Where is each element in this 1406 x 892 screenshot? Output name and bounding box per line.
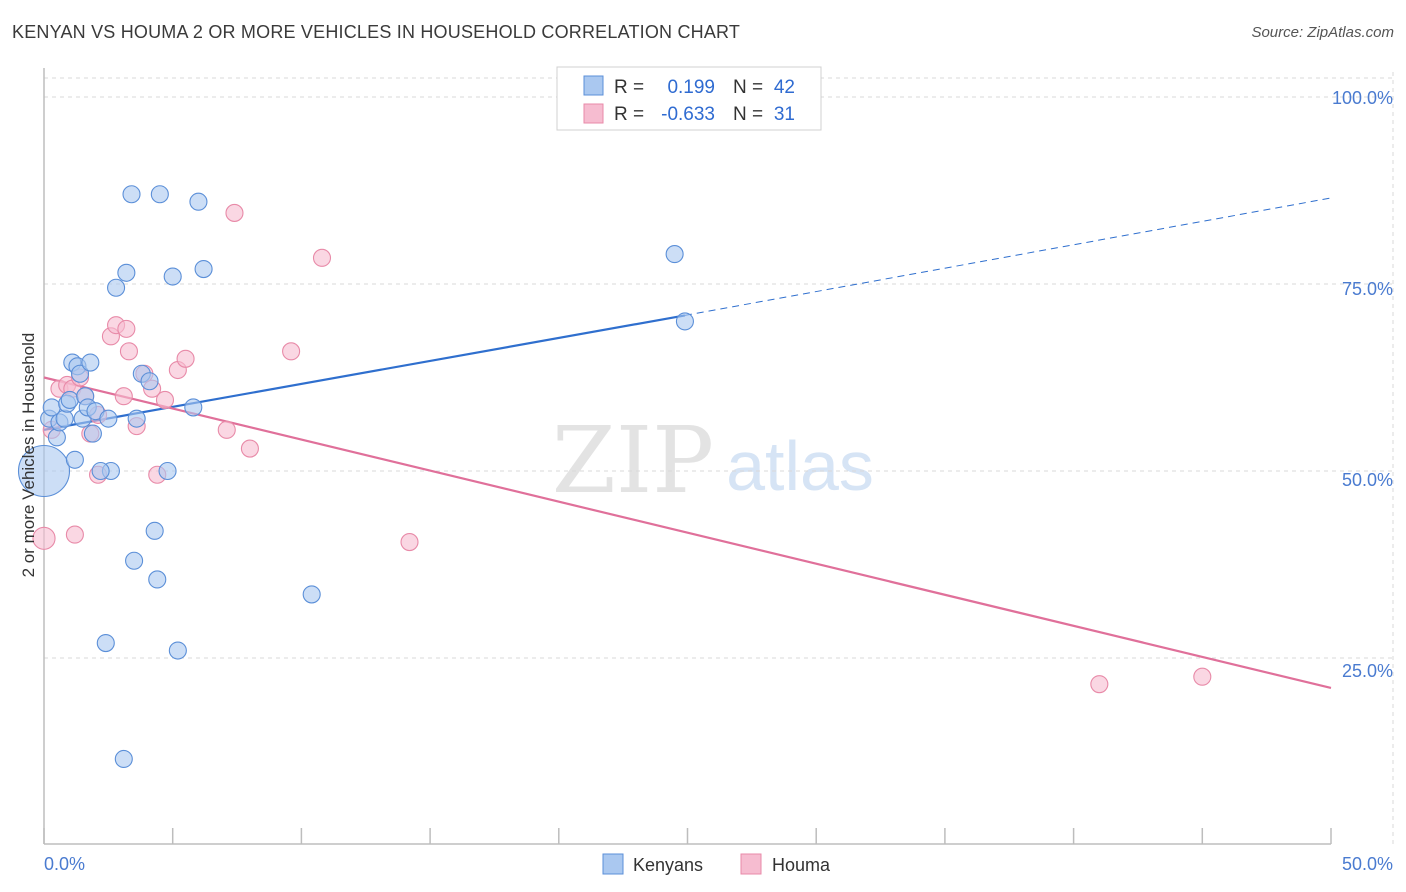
trend-lines [43,197,1332,689]
point-houma-30 [1193,667,1212,686]
point-kenyans-26 [145,521,164,540]
point-kenyans-23 [127,409,146,428]
point-houma-0 [32,526,56,550]
point-houma-29 [1090,675,1109,694]
point-houma-28 [400,533,419,552]
point-houma-23 [217,420,236,439]
watermark-atlas: atlas [726,427,874,505]
point-kenyans-7 [60,390,79,409]
point-houma-14 [117,319,136,338]
trend-line-houma [43,376,1332,689]
point-houma-27 [312,248,332,267]
point-houma-24 [225,203,244,222]
trend-line-kenyans [43,314,686,431]
scatter-points [17,185,1212,769]
legend-swatch-houma [583,103,604,124]
point-kenyans-31 [168,641,187,660]
point-houma-26 [282,342,301,361]
legend-n-value-1: 42 [774,77,795,98]
x-tick-label-left: 0.0% [44,854,85,874]
bottom-legend-label-houma: Houma [772,855,831,875]
legend: R = 0.199 N = 42 R = -0.633 N = 31 [556,66,822,131]
bottom-legend: Kenyans Houma [602,853,831,875]
legend-r-label-2: R = [614,104,644,125]
legend-n-label-1: N = [733,77,763,98]
point-kenyans-28 [150,185,169,204]
legend-r-value-1: 0.199 [667,77,715,98]
y-tick-label-75: 75.0% [1342,279,1393,299]
point-kenyans-34 [194,259,213,279]
point-kenyans-18 [99,409,118,428]
point-kenyans-40 [675,312,694,331]
point-kenyans-32 [184,398,203,417]
point-kenyans-5 [55,409,74,428]
point-kenyans-16 [83,424,102,443]
y-tick-label-50: 50.0% [1342,470,1393,490]
point-kenyans-35 [114,749,133,769]
point-kenyans-9 [65,450,84,469]
bottom-legend-swatch-houma [740,853,762,875]
gridlines [44,72,1394,845]
y-tick-label-100: 100.0% [1332,88,1393,108]
point-kenyans-38 [302,585,321,604]
point-kenyans-0 [17,444,71,498]
point-houma-20 [155,390,175,409]
legend-r-value-2: -0.633 [661,104,715,125]
point-kenyans-15 [81,353,100,372]
point-houma-5 [65,525,84,544]
point-kenyans-41 [91,461,110,481]
legend-swatch-kenyans [583,75,604,96]
point-houma-15 [119,342,138,361]
point-kenyans-27 [148,570,167,589]
point-kenyans-22 [122,185,141,204]
y-axis-title: 2 or more Vehicles in Household [19,333,38,578]
point-kenyans-33 [189,192,208,211]
point-kenyans-20 [107,278,126,297]
chart-source: Source: ZipAtlas.com [1251,24,1394,41]
point-kenyans-25 [140,372,159,391]
point-kenyans-37 [125,551,144,570]
trend-line-kenyans-extension [684,197,1332,316]
legend-n-label-2: N = [733,104,763,125]
bottom-legend-label-kenyans: Kenyans [633,855,703,875]
point-houma-13 [114,387,133,406]
legend-n-value-2: 31 [774,104,795,125]
point-houma-25 [240,439,259,458]
point-kenyans-39 [665,245,684,264]
watermark-zip: ZIP [552,407,714,514]
point-houma-22 [176,349,195,368]
legend-r-label-1: R = [614,77,644,98]
point-kenyans-29 [158,461,177,481]
x-tick-label-right: 50.0% [1342,854,1393,874]
point-kenyans-30 [163,267,182,286]
chart-title: KENYAN VS HOUMA 2 OR MORE VEHICLES IN HO… [12,22,741,42]
point-kenyans-36 [96,633,115,653]
bottom-legend-swatch-kenyans [602,853,624,875]
point-kenyans-3 [47,428,66,447]
point-kenyans-11 [70,364,90,383]
point-kenyans-21 [117,263,136,282]
y-tick-label-25: 25.0% [1342,661,1393,681]
